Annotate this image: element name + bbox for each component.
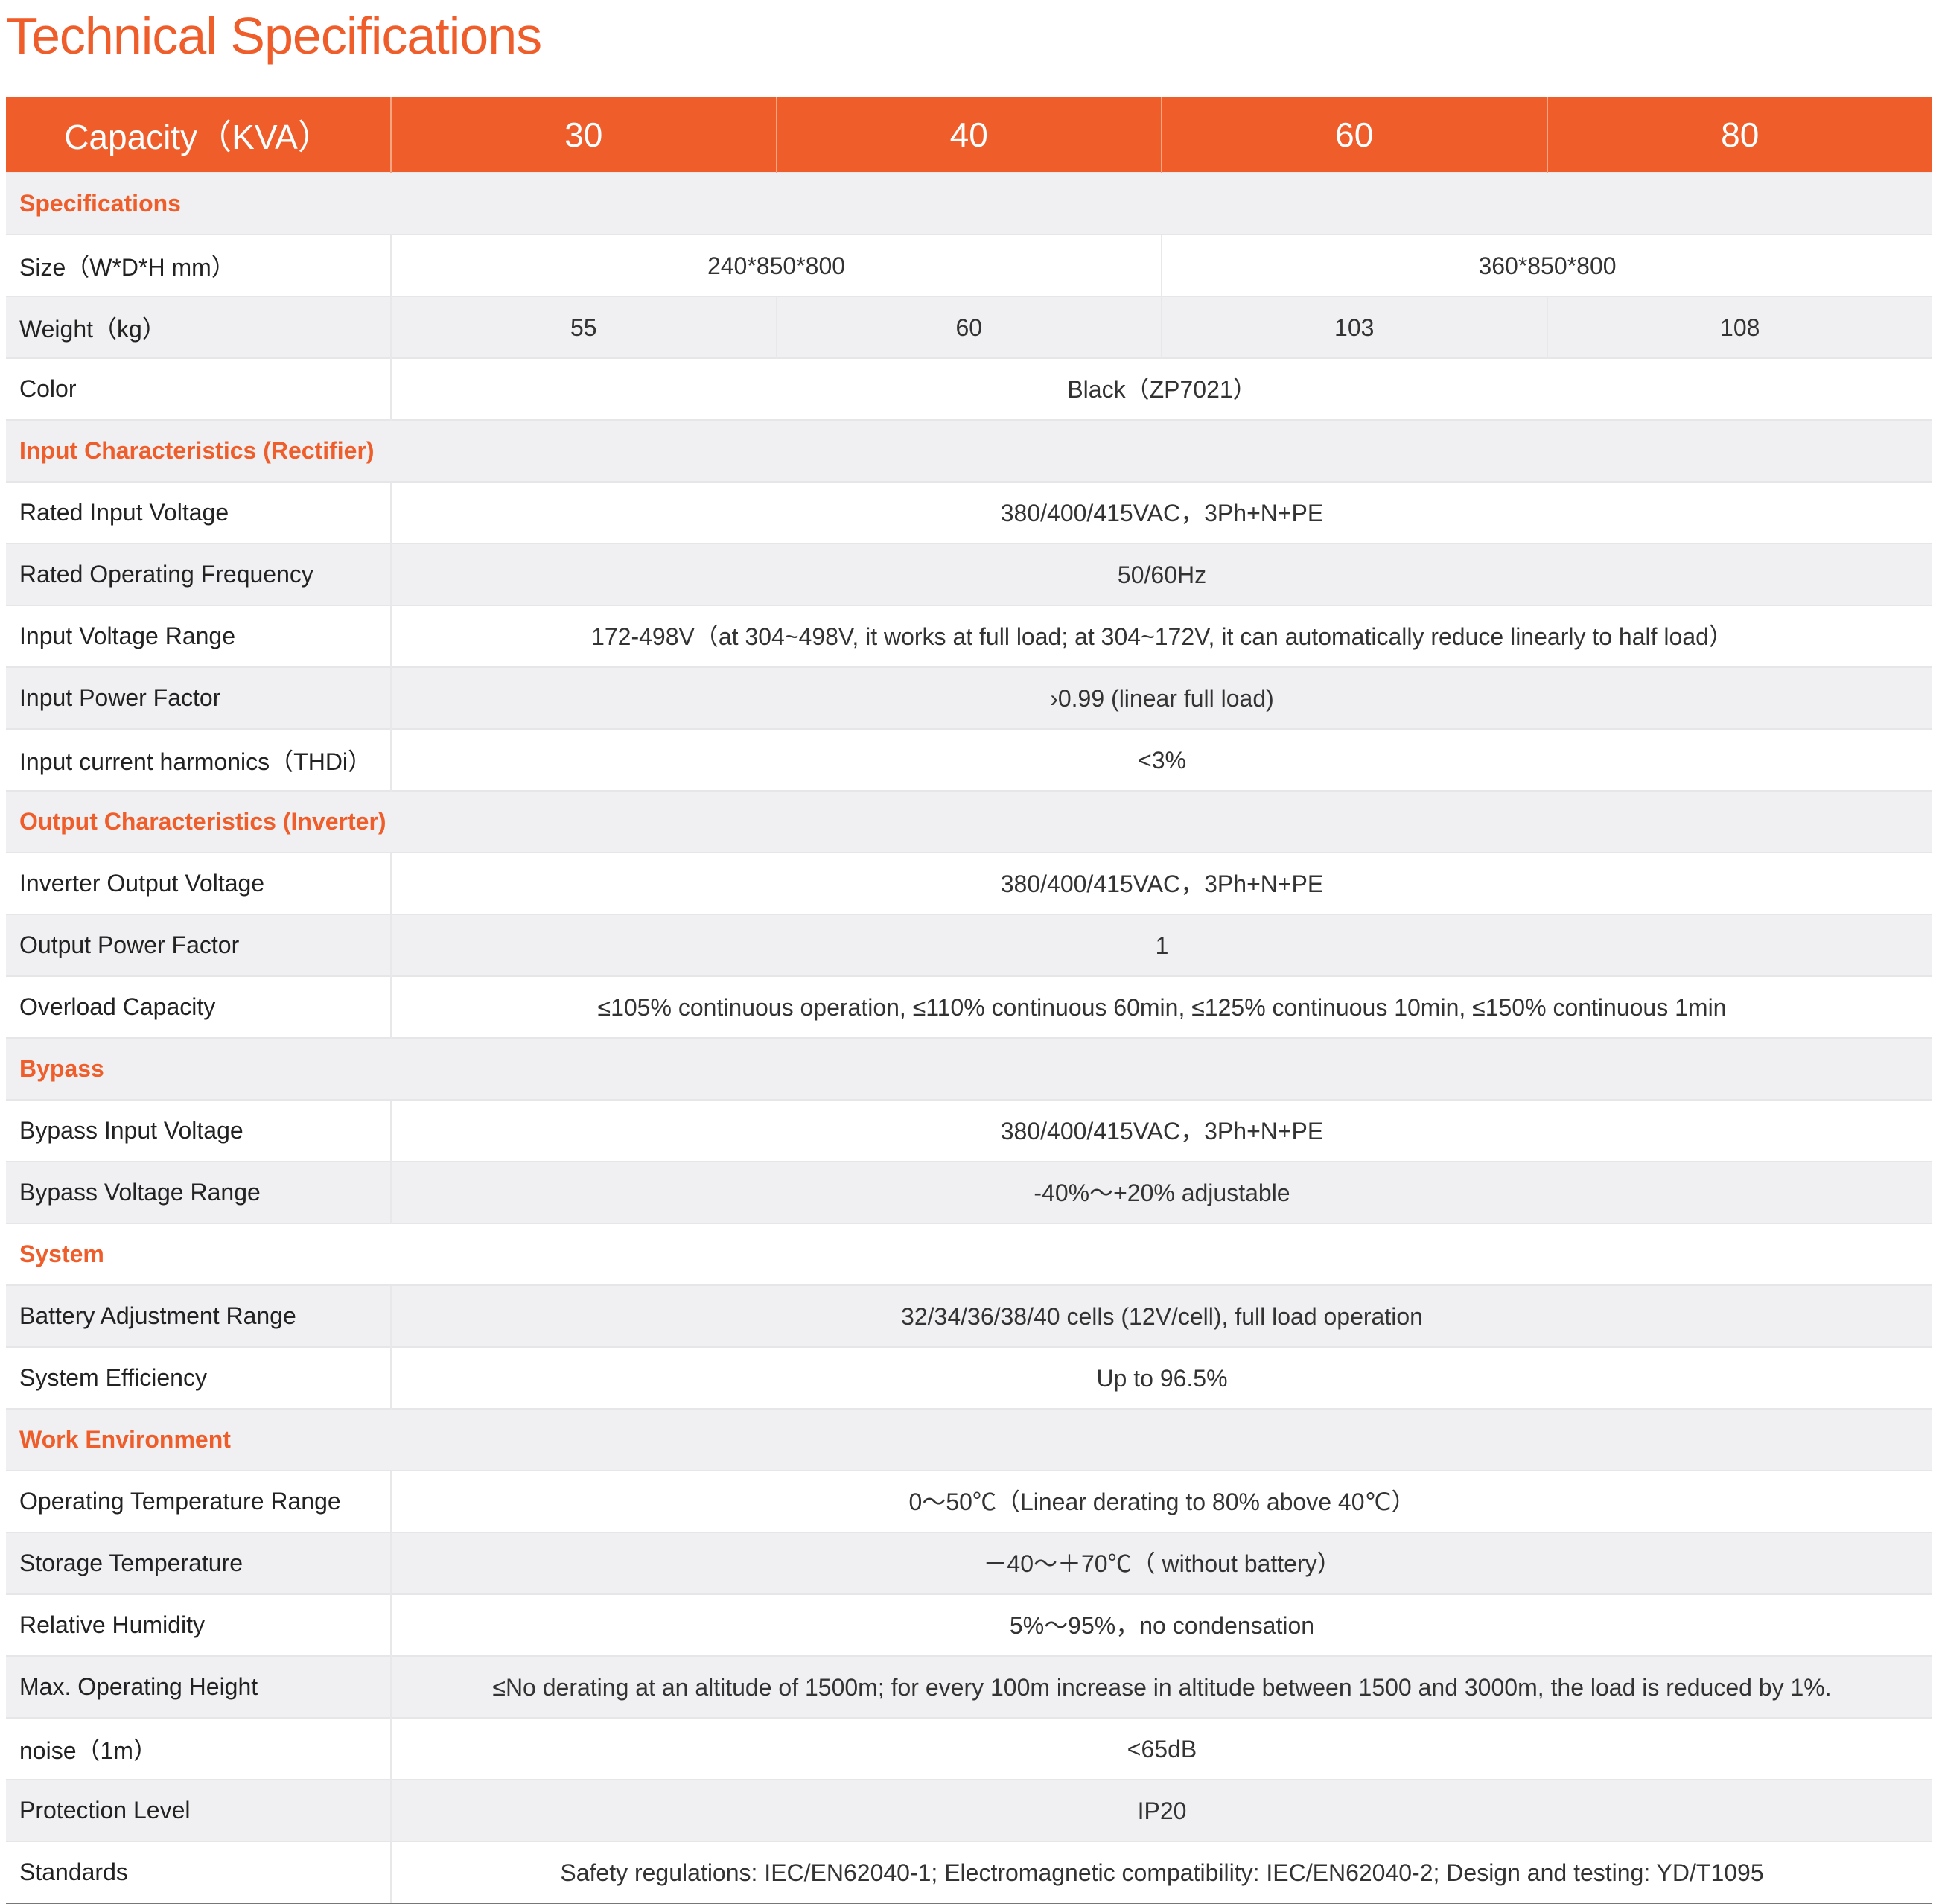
- row-value: ≤No derating at an altitude of 1500m; fo…: [390, 1655, 1932, 1718]
- table-row: Size（W*D*H mm） 240*850*800 360*850*800: [6, 234, 1932, 296]
- table-row: noise（1m） <65dB: [6, 1717, 1932, 1780]
- section-row: Work Environment: [6, 1408, 1932, 1471]
- row-value: -40%～+20% adjustable: [390, 1161, 1932, 1223]
- row-value: <3%: [390, 728, 1932, 791]
- table-row: Protection Level IP20: [6, 1779, 1932, 1841]
- section-heading: Work Environment: [6, 1408, 1932, 1471]
- section-heading: Bypass: [6, 1037, 1932, 1100]
- row-label: Overload Capacity: [6, 975, 391, 1038]
- section-row: Bypass: [6, 1037, 1932, 1100]
- header-30: 30: [390, 97, 777, 173]
- section-heading: Input Characteristics (Rectifier): [6, 419, 1932, 482]
- table-row: Operating Temperature Range 0～50℃（Linear …: [6, 1470, 1932, 1532]
- row-label: Relative Humidity: [6, 1593, 391, 1656]
- row-value: 1: [390, 914, 1932, 976]
- row-label: Standards: [6, 1841, 391, 1904]
- row-label: Storage Temperature: [6, 1532, 391, 1594]
- table-row: Input Power Factor ›0.99 (linear full loa…: [6, 666, 1932, 729]
- section-heading: Output Characteristics (Inverter): [6, 790, 1932, 853]
- row-label: System Efficiency: [6, 1346, 391, 1409]
- row-value: Black（ZP7021）: [390, 357, 1932, 420]
- row-label: Output Power Factor: [6, 914, 391, 976]
- row-value: 50/60Hz: [390, 543, 1932, 605]
- row-value: 380/400/415VAC，3Ph+N+PE: [390, 481, 1932, 544]
- section-row: System: [6, 1223, 1932, 1285]
- page-title: Technical Specifications: [6, 7, 542, 65]
- spec-table: Capacity（KVA） 30 40 60 80 Specifications…: [6, 97, 1932, 1904]
- row-value: －40～＋70℃（ without battery）: [390, 1532, 1932, 1594]
- row-label: Battery Adjustment Range: [6, 1284, 391, 1347]
- table-row: Color Black（ZP7021）: [6, 357, 1932, 420]
- section-heading: Specifications: [6, 172, 1932, 235]
- row-label: Rated Operating Frequency: [6, 543, 391, 605]
- row-value: 380/400/415VAC，3Ph+N+PE: [390, 852, 1932, 914]
- row-label: Input Power Factor: [6, 666, 391, 729]
- header-capacity: Capacity（KVA）: [64, 117, 332, 156]
- table-row: Inverter Output Voltage 380/400/415VAC，3P…: [6, 852, 1932, 914]
- section-row: Input Characteristics (Rectifier): [6, 419, 1932, 482]
- row-value: 55: [390, 296, 777, 358]
- row-label: noise（1m）: [6, 1717, 391, 1780]
- table-row: Standards Safety regulations: IEC/EN62040…: [6, 1841, 1932, 1904]
- row-label: Operating Temperature Range: [6, 1470, 391, 1532]
- row-value: Safety regulations: IEC/EN62040-1; Elect…: [390, 1841, 1932, 1904]
- row-label: Max. Operating Height: [6, 1655, 391, 1718]
- row-value: 60: [775, 296, 1162, 358]
- row-label: Rated Input Voltage: [6, 481, 391, 544]
- row-value: ›0.99 (linear full load): [390, 666, 1932, 729]
- row-value: ≤105% continuous operation, ≤110% contin…: [390, 975, 1932, 1038]
- table-row: Max. Operating Height ≤No derating at an …: [6, 1655, 1932, 1718]
- row-value: 108: [1546, 296, 1932, 358]
- row-value: 360*850*800: [1161, 234, 1932, 296]
- table-row: Input current harmonics（THDi） <3%: [6, 728, 1932, 791]
- header-80: 80: [1546, 97, 1932, 173]
- table-row: Input Voltage Range 172-498V（at 304~498V,…: [6, 605, 1932, 667]
- row-label: Protection Level: [6, 1779, 391, 1841]
- row-value: 32/34/36/38/40 cells (12V/cell), full lo…: [390, 1284, 1932, 1347]
- table-row: Rated Operating Frequency 50/60Hz: [6, 543, 1932, 605]
- row-value: Up to 96.5%: [390, 1346, 1932, 1409]
- table-row: System Efficiency Up to 96.5%: [6, 1346, 1932, 1409]
- table-row: Overload Capacity ≤105% continuous operat…: [6, 975, 1932, 1038]
- table-row: Rated Input Voltage 380/400/415VAC，3Ph+N+…: [6, 481, 1932, 544]
- table-row: Battery Adjustment Range 32/34/36/38/40 c…: [6, 1284, 1932, 1347]
- row-label: Inverter Output Voltage: [6, 852, 391, 914]
- row-label: Bypass Voltage Range: [6, 1161, 391, 1223]
- row-label: Color: [6, 357, 391, 420]
- table-row: Weight（kg） 55 60 103 108: [6, 296, 1932, 358]
- row-value: 380/400/415VAC，3Ph+N+PE: [390, 1099, 1932, 1162]
- row-value: 103: [1161, 296, 1547, 358]
- header-row: Capacity（KVA） 30 40 60 80: [6, 97, 1932, 173]
- row-value: 5%～95%，no condensation: [390, 1593, 1932, 1656]
- row-label: Input Voltage Range: [6, 605, 391, 667]
- row-label: Input current harmonics（THDi）: [6, 728, 391, 791]
- header-40: 40: [775, 97, 1162, 173]
- row-value: <65dB: [390, 1717, 1932, 1780]
- table-row: Bypass Voltage Range -40%～+20% adjustable: [6, 1161, 1932, 1223]
- table-row: Relative Humidity 5%～95%，no condensation: [6, 1593, 1932, 1656]
- table-row: Bypass Input Voltage 380/400/415VAC，3Ph+N…: [6, 1099, 1932, 1162]
- section-row: Output Characteristics (Inverter): [6, 790, 1932, 853]
- table-row: Storage Temperature －40～＋70℃（ without bat…: [6, 1532, 1932, 1594]
- row-value: 240*850*800: [390, 234, 1162, 296]
- row-value: IP20: [390, 1779, 1932, 1841]
- table-row: Output Power Factor 1: [6, 914, 1932, 976]
- row-value: 172-498V（at 304~498V, it works at full l…: [390, 605, 1932, 667]
- row-label: Bypass Input Voltage: [6, 1099, 391, 1162]
- row-label: Weight（kg）: [6, 296, 391, 358]
- row-label: Size（W*D*H mm）: [6, 234, 391, 296]
- row-value: 0～50℃（Linear derating to 80% above 40℃）: [390, 1470, 1932, 1532]
- header-60: 60: [1161, 97, 1547, 173]
- section-row: Specifications: [6, 172, 1932, 235]
- section-heading: System: [6, 1223, 1932, 1285]
